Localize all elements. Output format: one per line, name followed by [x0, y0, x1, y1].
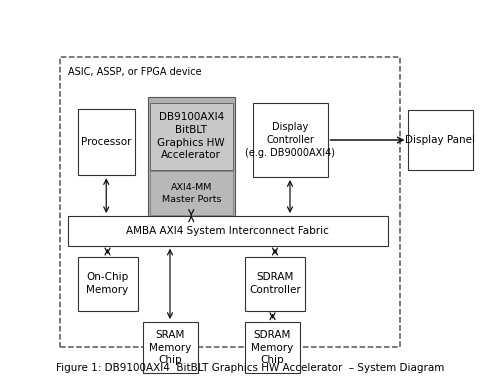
Text: AXI4-MM
Master Ports: AXI4-MM Master Ports — [162, 183, 221, 203]
Text: On-Chip
Memory: On-Chip Memory — [86, 272, 128, 295]
Bar — [408, 110, 472, 170]
Text: Display Panel: Display Panel — [405, 135, 475, 145]
Bar — [148, 97, 235, 217]
Bar — [68, 216, 388, 246]
Bar — [245, 322, 300, 373]
Text: Processor: Processor — [81, 137, 132, 147]
Text: SDRAM
Memory
Chip: SDRAM Memory Chip — [252, 330, 294, 365]
Text: ASIC, ASSP, or FPGA device: ASIC, ASSP, or FPGA device — [68, 67, 201, 77]
Bar — [60, 57, 400, 347]
Bar — [78, 257, 138, 311]
Text: Display
Controller
(e.g. DB9000AXI4): Display Controller (e.g. DB9000AXI4) — [245, 122, 335, 158]
Bar — [150, 103, 232, 170]
Bar — [252, 103, 328, 177]
Text: AMBA AXI4 System Interconnect Fabric: AMBA AXI4 System Interconnect Fabric — [126, 226, 329, 236]
Bar — [245, 257, 305, 311]
Text: SRAM
Memory
Chip: SRAM Memory Chip — [149, 330, 191, 365]
Bar — [142, 322, 198, 373]
Text: Figure 1: DB9100AXI4  BitBLT Graphics HW Accelerator  – System Diagram: Figure 1: DB9100AXI4 BitBLT Graphics HW … — [56, 363, 444, 373]
Bar — [78, 109, 135, 175]
Bar — [150, 171, 232, 215]
Text: DB9100AXI4
BitBLT
Graphics HW
Accelerator: DB9100AXI4 BitBLT Graphics HW Accelerato… — [158, 112, 225, 160]
Text: SDRAM
Controller: SDRAM Controller — [249, 272, 301, 295]
